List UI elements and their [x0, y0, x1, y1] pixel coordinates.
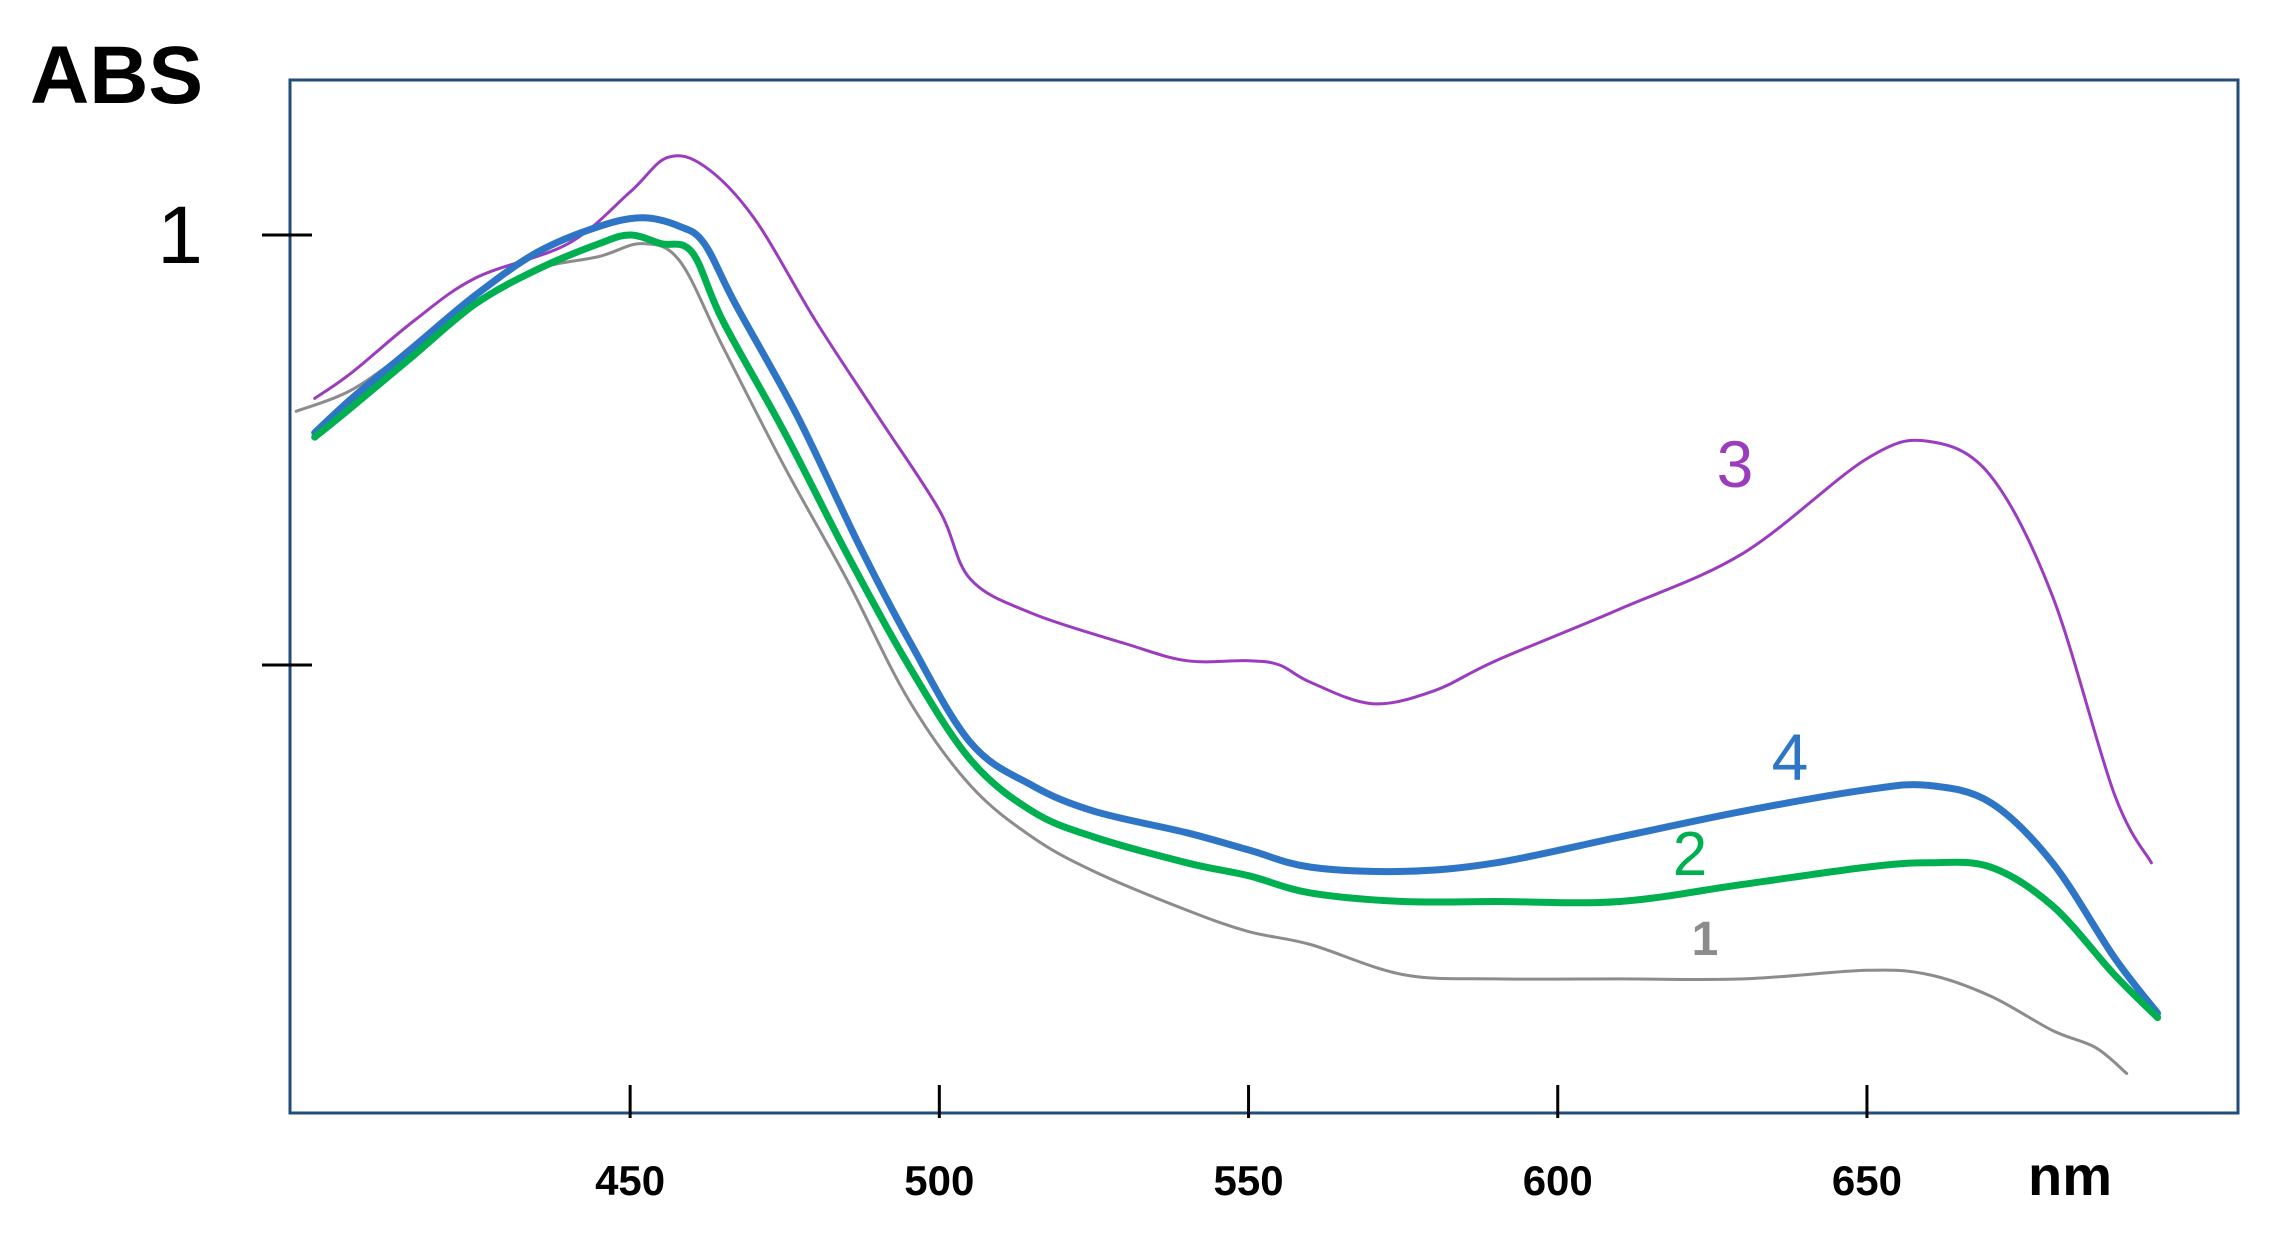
x-tick-label-500: 500: [904, 1157, 974, 1204]
plot-frame: [288, 78, 2240, 1115]
x-tick-label-550: 550: [1214, 1157, 1284, 1204]
x-tick-label-600: 600: [1523, 1157, 1593, 1204]
series-lines: [294, 154, 2162, 1075]
series-labels: 3 1 42: [1673, 427, 1809, 966]
x-tick-label-650: 650: [1832, 1157, 1902, 1204]
series-line-1: [294, 242, 2129, 1075]
y-tick-label-0: 1: [157, 190, 203, 281]
series-label-2: 2: [1673, 820, 1707, 889]
axis-ticks: 450 500 550 600 650 1: [157, 190, 1902, 1204]
x-axis-label: nm: [2028, 1144, 2112, 1207]
series-label-3: 3: [1717, 427, 1754, 501]
x-tick-label-450: 450: [595, 1157, 665, 1204]
y-axis-label: ABS: [30, 30, 203, 121]
series-line-4: [311, 214, 2162, 1017]
series-label-1: 1: [1692, 913, 1719, 966]
series-label-4: 4: [1772, 720, 1809, 794]
series-line-2: [311, 231, 2162, 1022]
series-line-3: [313, 154, 2153, 865]
